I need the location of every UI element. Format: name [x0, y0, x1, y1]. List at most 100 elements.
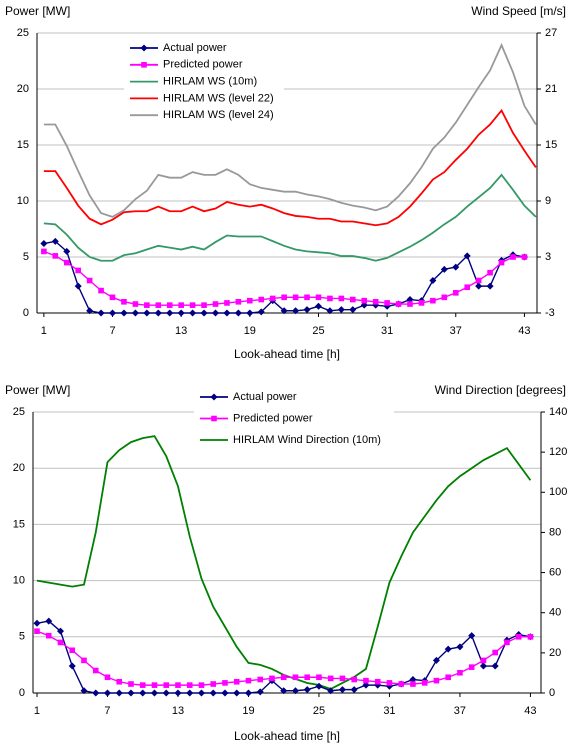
legend-label: HIRLAM WS (level 22) — [163, 92, 274, 104]
x-tick-label: 25 — [313, 705, 325, 717]
marker — [269, 675, 275, 682]
marker — [186, 689, 194, 697]
marker — [316, 674, 322, 681]
marker — [140, 44, 148, 52]
marker — [327, 295, 333, 302]
marker — [510, 254, 516, 260]
marker — [456, 643, 464, 651]
marker — [468, 664, 475, 670]
marker — [515, 634, 522, 640]
marker — [163, 682, 170, 688]
marker — [189, 302, 196, 308]
marker — [151, 682, 158, 688]
marker — [280, 674, 287, 681]
marker — [304, 294, 310, 301]
y2-tick-label: 0 — [549, 687, 555, 699]
marker — [175, 682, 181, 688]
marker — [479, 662, 487, 670]
legend-label: Actual power — [233, 391, 297, 403]
x-tick-label: 7 — [104, 705, 110, 717]
marker — [69, 647, 76, 654]
marker — [292, 307, 300, 315]
marker — [116, 678, 123, 685]
marker — [338, 686, 346, 694]
x-axis-label: Look-ahead time [h] — [234, 729, 340, 743]
marker — [155, 302, 162, 308]
marker — [33, 619, 41, 627]
marker — [92, 667, 99, 674]
marker — [223, 309, 231, 317]
marker — [150, 689, 158, 697]
y-tick-label: 0 — [23, 307, 29, 319]
legend-label: Predicted power — [233, 412, 313, 424]
marker — [464, 284, 471, 291]
marker — [440, 265, 448, 273]
y-tick-label: 25 — [17, 27, 29, 39]
series-line — [36, 435, 532, 690]
x-tick-label: 43 — [524, 705, 536, 717]
marker — [432, 656, 440, 664]
x-tick-label: 1 — [41, 325, 47, 337]
marker — [498, 259, 505, 266]
series-line — [43, 173, 537, 262]
marker — [486, 282, 494, 290]
marker — [280, 687, 288, 695]
marker — [384, 300, 390, 306]
marker — [201, 302, 207, 308]
marker — [257, 676, 264, 683]
marker — [410, 681, 416, 687]
y-tick-label: 15 — [13, 518, 25, 530]
y2-tick-label: 27 — [545, 27, 557, 39]
x-tick-label: 13 — [172, 705, 184, 717]
x-tick-label: 19 — [242, 705, 254, 717]
marker — [445, 674, 451, 681]
marker — [407, 301, 413, 307]
marker — [141, 62, 147, 68]
marker — [269, 295, 276, 302]
marker — [257, 308, 265, 316]
marker — [315, 682, 323, 690]
marker — [139, 682, 146, 688]
marker — [339, 675, 346, 682]
marker — [143, 309, 151, 317]
marker — [104, 674, 111, 681]
y-tick-label: 25 — [13, 406, 25, 418]
marker — [395, 301, 402, 307]
marker — [109, 309, 117, 317]
marker — [34, 628, 40, 634]
marker — [74, 282, 82, 290]
marker — [56, 627, 64, 635]
y2-tick-label: 120 — [549, 446, 567, 458]
y2-tick-label: 80 — [549, 526, 561, 538]
marker — [198, 682, 205, 688]
marker — [421, 680, 428, 686]
marker — [178, 302, 184, 308]
marker — [210, 681, 217, 687]
marker — [350, 686, 358, 694]
marker — [222, 680, 228, 686]
legend-label: HIRLAM Wind Direction (10m) — [233, 434, 381, 446]
x-tick-label: 37 — [450, 325, 462, 337]
marker — [361, 297, 368, 304]
marker — [527, 634, 534, 640]
legend-label: HIRLAM WS (level 24) — [163, 109, 274, 121]
marker — [492, 649, 498, 656]
marker — [398, 681, 404, 687]
x-tick-label: 13 — [175, 325, 187, 337]
marker — [452, 263, 460, 271]
marker — [326, 307, 334, 315]
marker — [210, 393, 218, 401]
y-tick-label: 5 — [19, 631, 25, 643]
y2-tick-label: 20 — [549, 647, 561, 659]
marker — [363, 677, 369, 684]
marker — [504, 639, 510, 646]
marker — [109, 294, 116, 301]
marker — [52, 253, 59, 259]
marker — [81, 657, 87, 664]
marker — [86, 277, 93, 284]
marker — [247, 297, 253, 304]
marker — [224, 300, 230, 306]
marker — [463, 252, 471, 260]
y-tick-label: 20 — [13, 462, 25, 474]
marker — [246, 309, 254, 317]
